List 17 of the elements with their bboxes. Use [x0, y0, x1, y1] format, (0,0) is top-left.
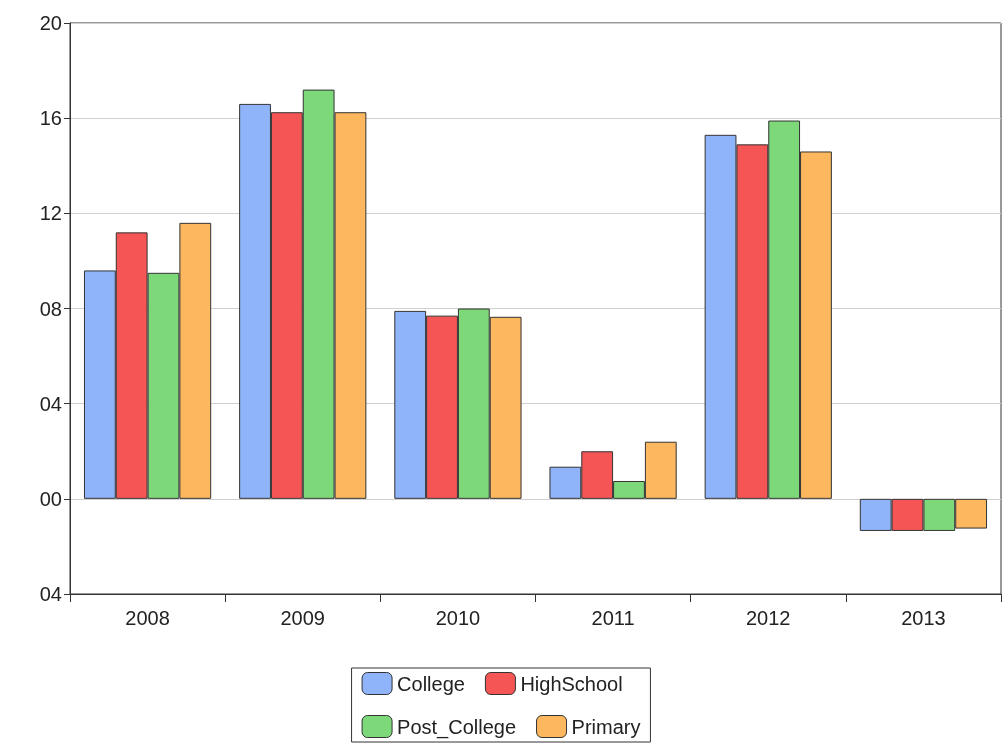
x-tick-label: 2012 — [746, 607, 791, 629]
x-tick-label: 2013 — [901, 607, 946, 629]
x-tick-label: 2009 — [280, 607, 325, 629]
x-tick-label: 2008 — [125, 607, 170, 629]
y-tick-label: 00 — [39, 487, 62, 510]
y-tick-label: 08 — [39, 297, 62, 320]
y-tick-label: 16 — [39, 107, 62, 130]
y-tick-label: 04 — [39, 583, 62, 605]
y-tick-label: 20 — [39, 12, 62, 34]
legend-label: HighSchool — [520, 672, 623, 695]
y-tick-label: 04 — [39, 392, 62, 415]
legend-label: Post_College — [397, 715, 517, 739]
legend-label: Primary — [571, 715, 641, 738]
x-tick-label: 2010 — [435, 607, 481, 629]
y-tick-label: 12 — [39, 202, 62, 225]
x-tick-label: 2011 — [591, 607, 635, 629]
legend-label: College — [397, 672, 465, 695]
